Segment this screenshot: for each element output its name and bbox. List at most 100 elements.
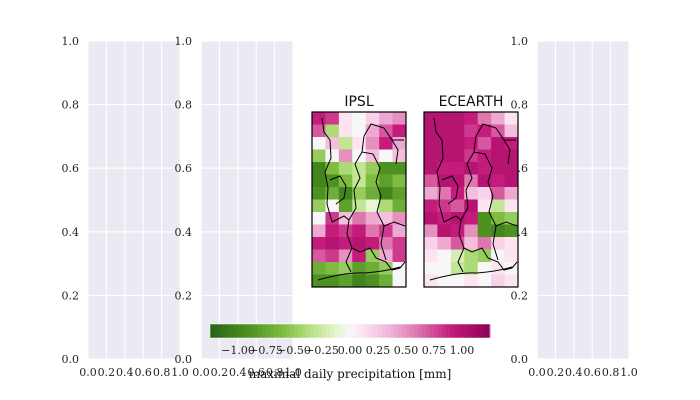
heatmap-cell	[477, 174, 492, 188]
heatmap-cell	[338, 149, 353, 163]
heatmap-cell	[450, 212, 465, 225]
heatmap-cell	[312, 224, 326, 238]
heatmap-cell	[477, 249, 492, 263]
country-borders	[429, 117, 518, 281]
heatmap-cell	[424, 162, 438, 175]
heatmap-cell	[338, 262, 353, 275]
colorbar-segment	[246, 324, 251, 338]
heatmap-cell	[477, 187, 492, 200]
empty-axes: 0.0 0.2 0.4 0.6 0.8 1.00.00.20.40.60.81.0	[511, 35, 638, 379]
heatmap-cell	[491, 162, 505, 175]
colorbar-segment	[310, 324, 315, 338]
colorbar-segment	[454, 324, 459, 338]
colorbar-segment	[226, 324, 231, 338]
heatmap-cell	[312, 174, 326, 188]
heatmap-cell	[365, 224, 380, 238]
colorbar-segment	[414, 324, 419, 338]
x-tick-label: 0.2	[211, 366, 229, 379]
heatmap-cell	[450, 174, 465, 188]
colorbar-segment	[462, 324, 467, 338]
heatmap-cell	[365, 199, 380, 213]
heatmap-cell	[325, 249, 340, 263]
heatmap-cell	[504, 174, 519, 188]
colorbar-segment	[378, 324, 383, 338]
heatmap-cell	[325, 237, 340, 250]
map-frame	[311, 111, 407, 288]
colorbar-segment	[478, 324, 483, 338]
heatmap-cell	[379, 212, 393, 225]
heatmap-cell	[312, 162, 326, 175]
heatmap-cell	[504, 124, 519, 138]
map-cells	[312, 112, 407, 288]
x-tick-label: 0.0	[79, 366, 97, 379]
heatmap-cell	[437, 212, 452, 225]
heatmap-cell	[392, 187, 407, 200]
heatmap-cell	[464, 124, 479, 138]
heatmap-cell	[338, 249, 353, 263]
heatmap-cell	[352, 124, 367, 138]
heatmap-cell	[352, 162, 367, 175]
heatmap-cell	[437, 162, 452, 175]
border-line	[487, 257, 518, 271]
colorbar-tick-label: −1.00	[221, 344, 255, 357]
heatmap-cell	[365, 212, 380, 225]
heatmap-cell	[379, 112, 393, 125]
colorbar-segment	[442, 324, 447, 338]
colorbar-segment	[286, 324, 291, 338]
colorbar-segment	[470, 324, 475, 338]
heatmap-cell	[325, 162, 340, 175]
map-title: IPSL	[344, 94, 373, 110]
colorbar-segment	[402, 324, 407, 338]
heatmap-cell	[325, 274, 340, 288]
heatmap-cell	[312, 124, 326, 138]
x-tick-label: 0.6	[134, 366, 152, 379]
colorbar-segment	[426, 324, 431, 338]
border-line	[433, 117, 445, 223]
border-line	[383, 221, 406, 227]
heatmap-cell	[437, 262, 452, 275]
colorbar-segment	[374, 324, 379, 338]
background-axes: 0.0 0.2 0.4 0.6 0.8 1.00.00.20.40.60.81.00.0 0…	[62, 35, 638, 379]
border-line	[375, 257, 406, 271]
axes-background	[537, 41, 629, 359]
heatmap-cell	[491, 187, 505, 200]
heatmap-cell	[437, 149, 452, 163]
heatmap-cell	[491, 112, 505, 125]
x-tick-label: 1.0	[171, 366, 189, 379]
heatmap-cell	[504, 274, 519, 288]
empty-axes: 0.0 0.2 0.4 0.6 0.8 1.00.00.20.40.60.81.0	[175, 35, 302, 379]
heatmap-cell	[464, 262, 479, 275]
heatmap-cell	[325, 124, 340, 138]
heatmap-cell	[392, 149, 407, 163]
x-tick-label: 0.6	[247, 366, 265, 379]
heatmap-cell	[365, 162, 380, 175]
colorbar-segment	[446, 324, 451, 338]
heatmap-cell	[477, 162, 492, 175]
heatmap-cell	[424, 274, 438, 288]
heatmap-cell	[504, 212, 519, 225]
heatmap-cell	[312, 212, 326, 225]
heatmap-cell	[392, 212, 407, 225]
heatmap-cell	[464, 174, 479, 188]
y-tick-label: 0.6	[62, 162, 80, 175]
colorbar-segment	[394, 324, 399, 338]
colorbar-segment	[326, 324, 331, 338]
heatmap-cell	[392, 199, 407, 213]
colorbar-segment	[406, 324, 411, 338]
heatmap-cell	[392, 224, 407, 238]
country-borders	[317, 117, 406, 281]
y-tick-label: 0.0	[62, 353, 80, 366]
heatmap-cell	[424, 124, 438, 138]
colorbar-tick-label: 1.00	[450, 344, 475, 357]
x-tick-label: 0.8	[602, 366, 620, 379]
heatmap-cell	[365, 274, 380, 288]
heatmap-cell	[379, 224, 393, 238]
heatmap-cell	[365, 237, 380, 250]
heatmap-cell	[424, 237, 438, 250]
heatmap-cell	[424, 199, 438, 213]
heatmap-cell	[312, 137, 326, 150]
colorbar-segment	[354, 324, 359, 338]
heatmap-cell	[338, 112, 353, 125]
heatmap-cell	[504, 237, 519, 250]
border-line	[495, 221, 518, 227]
